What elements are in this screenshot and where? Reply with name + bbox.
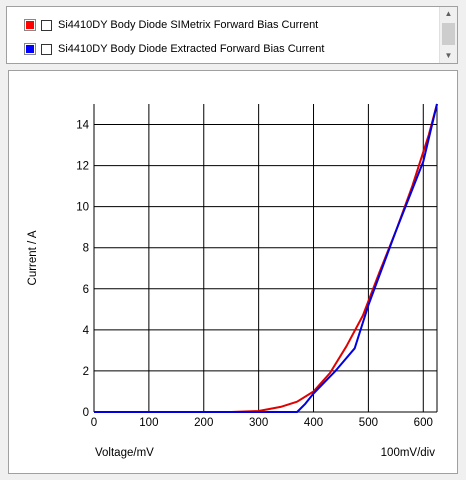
y-tick-label: 8 (83, 243, 89, 255)
series-line-0 (94, 103, 438, 413)
x-tick-label: 0 (91, 417, 97, 429)
legend-panel: Si4410DY Body Diode SIMetrix Forward Bia… (6, 6, 458, 64)
series-color-swatch (24, 43, 36, 55)
legend-item-simetrix[interactable]: Si4410DY Body Diode SIMetrix Forward Bia… (24, 17, 319, 33)
x-tick-label: 600 (414, 417, 433, 429)
x-tick-label: 400 (304, 417, 323, 429)
legend-scrollbar[interactable]: ▲ ▼ (439, 7, 457, 63)
series-line-1 (94, 103, 438, 413)
y-tick-label: 4 (83, 325, 90, 337)
y-tick-label: 0 (83, 407, 89, 419)
series-color-swatch (24, 19, 36, 31)
series-visibility-checkbox[interactable] (41, 43, 52, 55)
scale-label: 100mV/div (381, 447, 436, 459)
legend-item-extracted[interactable]: Si4410DY Body Diode Extracted Forward Bi… (24, 41, 325, 57)
chart[interactable]: 0 100 200 300 400 500 600 0 2 4 6 8 10 12 14 Current /… (9, 71, 459, 475)
plot-panel: 0 100 200 300 400 500 600 0 2 4 6 8 10 12 14 Current /… (8, 70, 458, 474)
scrollbar-thumb[interactable] (442, 23, 455, 45)
x-axis-label: Voltage/mV (95, 447, 154, 459)
x-tick-label: 100 (139, 417, 158, 429)
y-tick-label: 10 (76, 202, 89, 214)
y-axis-label: Current / A (27, 230, 39, 285)
legend-label: Si4410DY Body Diode SIMetrix Forward Bia… (58, 19, 319, 31)
scroll-down-arrow-icon[interactable]: ▼ (444, 51, 453, 60)
y-tick-label: 2 (83, 366, 89, 378)
scroll-up-arrow-icon[interactable]: ▲ (444, 9, 453, 18)
x-tick-label: 300 (249, 417, 268, 429)
y-tick-label: 14 (76, 120, 89, 132)
y-tick-label: 12 (76, 161, 89, 173)
x-tick-label: 500 (359, 417, 378, 429)
y-tick-label: 6 (83, 284, 89, 296)
legend-label: Si4410DY Body Diode Extracted Forward Bi… (58, 43, 325, 55)
series-visibility-checkbox[interactable] (41, 19, 52, 31)
x-tick-label: 200 (194, 417, 213, 429)
